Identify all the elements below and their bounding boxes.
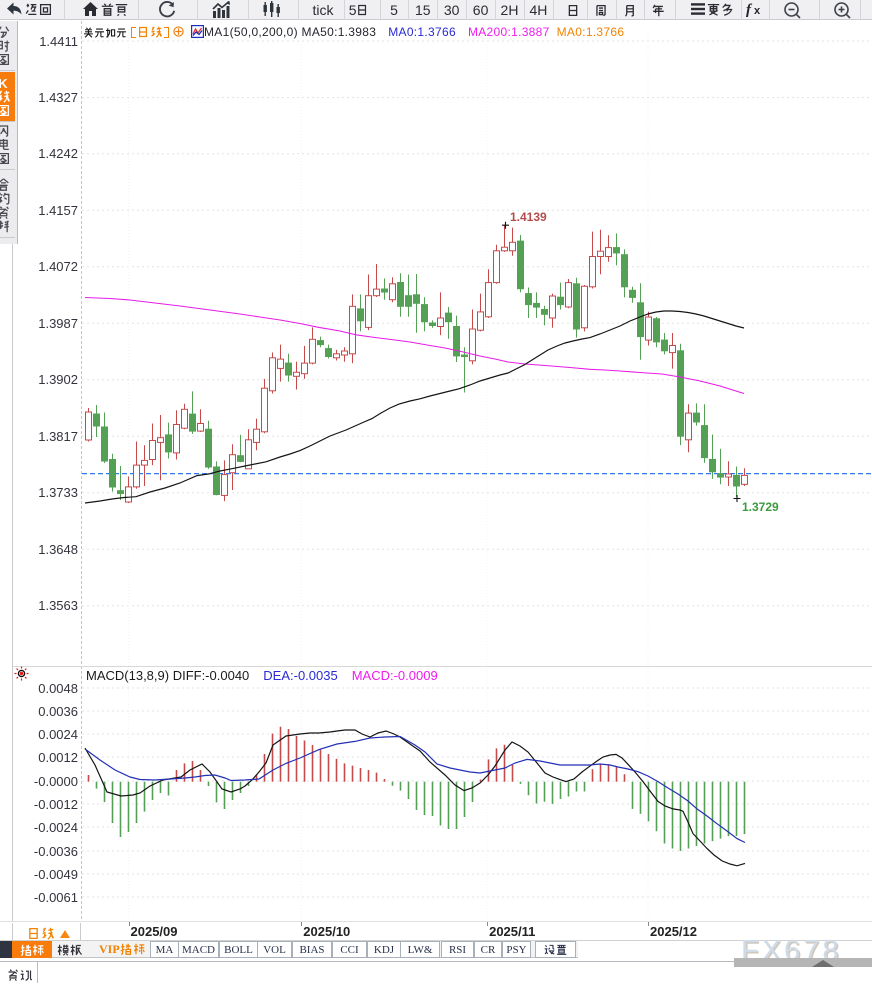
svg-text:f: f <box>746 2 753 17</box>
svg-text:x: x <box>754 5 761 17</box>
